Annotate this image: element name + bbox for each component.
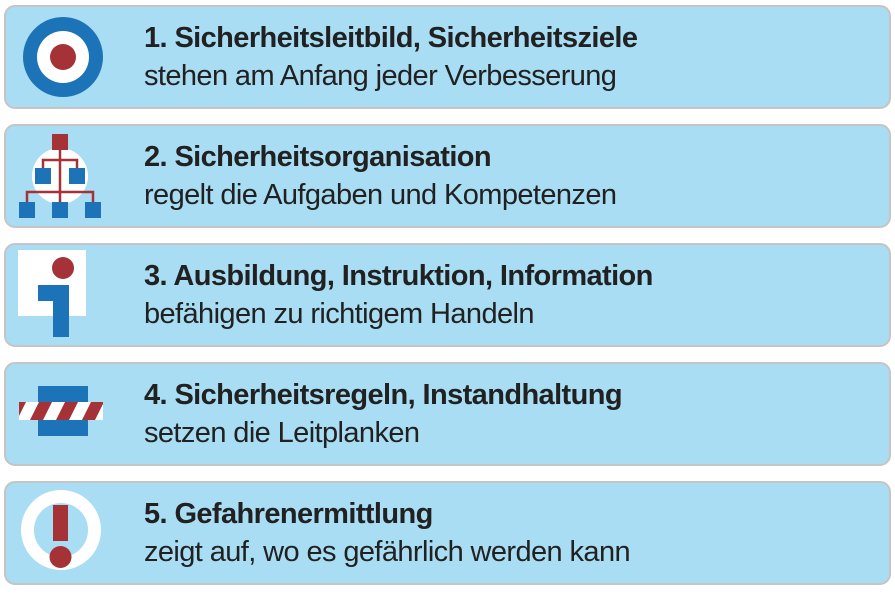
step-subtitle: setzen die Leitplanken (144, 417, 420, 449)
step-card-2: 2. Sicherheitsorganisation regelt die Au… (4, 124, 891, 228)
step-title: 4. Sicherheitsregeln, Instandhaltung (144, 379, 623, 411)
step-2-icon-box (6, 126, 144, 226)
warning-icon (21, 490, 101, 570)
step-card-3: 3. Ausbildung, Instruktion, Information … (4, 243, 891, 347)
step-card-1: 1. Sicherheitsleitbild, Sicherheitsziele… (4, 5, 891, 109)
target-icon (23, 17, 103, 97)
step-5-icon-box (6, 483, 144, 583)
step-5-text: 5. Gefahrenermittlung zeigt auf, wo es g… (144, 497, 889, 569)
step-subtitle: regelt die Aufgaben und Kompetenzen (144, 179, 617, 211)
step-title: 1. Sicherheitsleitbild, Sicherheitsziele (144, 22, 638, 54)
org-chart-icon (19, 134, 101, 218)
barrier-icon (19, 386, 103, 436)
step-1-text: 1. Sicherheitsleitbild, Sicherheitsziele… (144, 21, 889, 93)
info-icon (18, 250, 86, 337)
step-subtitle: stehen am Anfang jeder Verbesserung (144, 60, 617, 92)
step-title: 3. Ausbildung, Instruktion, Information (144, 260, 653, 292)
step-subtitle: befähigen zu richtigem Handeln (144, 298, 534, 330)
step-4-text: 4. Sicherheitsregeln, Instandhaltung set… (144, 378, 889, 450)
step-3-text: 3. Ausbildung, Instruktion, Information … (144, 259, 889, 331)
step-1-icon-box (6, 7, 144, 107)
step-title: 5. Gefahrenermittlung (144, 498, 433, 530)
step-3-icon-box (6, 245, 144, 345)
step-title: 2. Sicherheitsorganisation (144, 141, 492, 173)
step-4-icon-box (6, 364, 144, 464)
step-card-5: 5. Gefahrenermittlung zeigt auf, wo es g… (4, 481, 891, 585)
step-subtitle: zeigt auf, wo es gefährlich werden kann (144, 536, 631, 568)
step-card-4: 4. Sicherheitsregeln, Instandhaltung set… (4, 362, 891, 466)
step-2-text: 2. Sicherheitsorganisation regelt die Au… (144, 140, 889, 212)
